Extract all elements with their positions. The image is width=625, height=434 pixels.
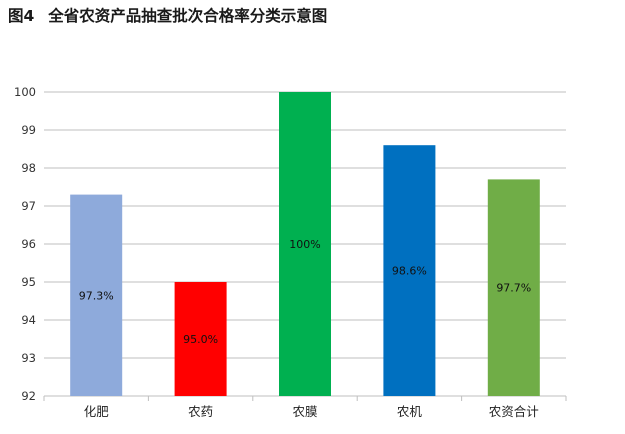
figure-title: 图4 全省农资产品抽查批次合格率分类示意图 bbox=[8, 4, 327, 26]
y-tick-label: 92 bbox=[21, 389, 36, 403]
data-label: 100% bbox=[289, 238, 320, 251]
y-tick-label: 100 bbox=[14, 85, 36, 99]
bar bbox=[487, 179, 540, 396]
bar bbox=[174, 282, 227, 396]
bar bbox=[383, 145, 436, 396]
bar bbox=[279, 92, 331, 396]
category-label: 农资合计 bbox=[489, 404, 539, 419]
category-label: 化肥 bbox=[84, 404, 110, 419]
y-tick-label: 96 bbox=[21, 237, 36, 251]
figure-caption: 全省农资产品抽查批次合格率分类示意图 bbox=[48, 7, 328, 25]
figure-number: 图4 bbox=[8, 7, 35, 25]
data-label: 98.6% bbox=[392, 265, 427, 278]
y-tick-label: 99 bbox=[21, 123, 36, 137]
bar bbox=[70, 194, 123, 396]
y-tick-label: 95 bbox=[21, 275, 36, 289]
category-label: 农药 bbox=[188, 404, 213, 419]
data-label: 95.0% bbox=[183, 333, 218, 346]
y-tick-label: 94 bbox=[21, 313, 36, 327]
data-label: 97.7% bbox=[496, 282, 531, 295]
y-tick-label: 98 bbox=[21, 161, 36, 175]
category-label: 农膜 bbox=[292, 404, 317, 419]
data-label: 97.3% bbox=[79, 289, 114, 302]
y-tick-label: 93 bbox=[21, 351, 36, 365]
category-label: 农机 bbox=[397, 404, 423, 419]
y-tick-label: 97 bbox=[21, 199, 36, 213]
